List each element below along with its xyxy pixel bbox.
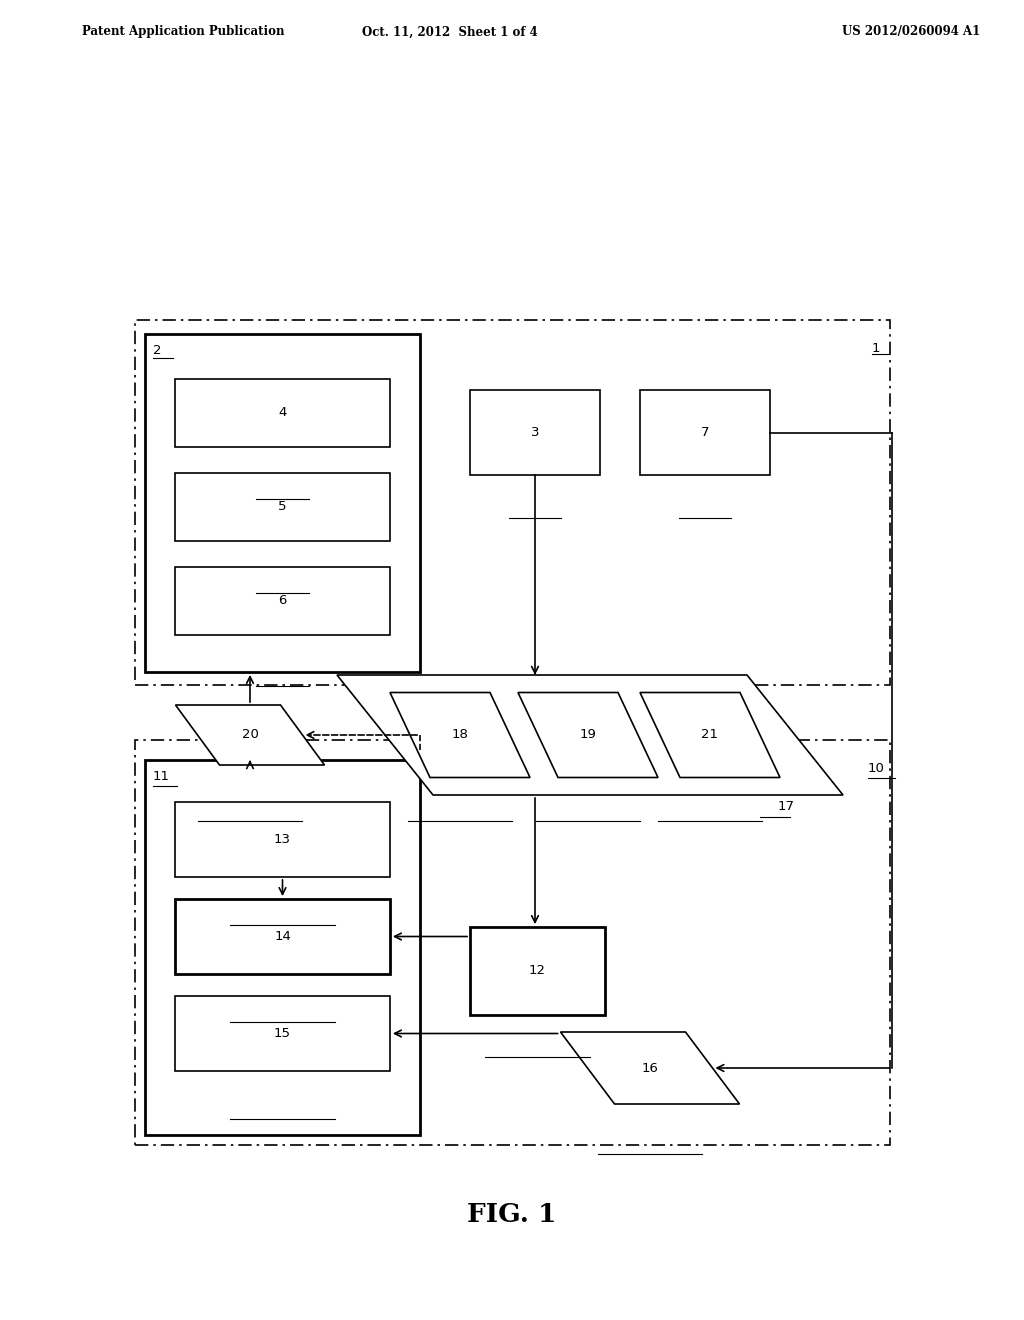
Bar: [175, 899, 390, 974]
Text: 18: 18: [452, 729, 468, 742]
Polygon shape: [337, 675, 843, 795]
Text: 2: 2: [153, 345, 162, 356]
Polygon shape: [390, 693, 530, 777]
Text: 12: 12: [529, 965, 546, 978]
Text: 16: 16: [642, 1061, 658, 1074]
Bar: [175, 997, 390, 1071]
Polygon shape: [640, 693, 780, 777]
Bar: [470, 927, 605, 1015]
Polygon shape: [175, 705, 325, 766]
Bar: [175, 379, 390, 447]
Text: Patent Application Publication: Patent Application Publication: [82, 25, 285, 38]
Text: 3: 3: [530, 426, 540, 440]
Text: 4: 4: [279, 407, 287, 420]
Bar: [135, 319, 890, 685]
Bar: [640, 389, 770, 475]
Bar: [175, 473, 390, 541]
Text: 13: 13: [274, 833, 291, 846]
Text: FIG. 1: FIG. 1: [467, 1203, 557, 1228]
Text: 14: 14: [274, 931, 291, 942]
Text: 11: 11: [153, 770, 170, 783]
Bar: [145, 760, 420, 1135]
Text: 15: 15: [274, 1027, 291, 1040]
Bar: [135, 741, 890, 1144]
Bar: [470, 389, 600, 475]
Bar: [145, 334, 420, 672]
Text: 10: 10: [868, 762, 885, 775]
Text: 1: 1: [872, 342, 881, 355]
Text: US 2012/0260094 A1: US 2012/0260094 A1: [842, 25, 980, 38]
Bar: [175, 568, 390, 635]
Text: 19: 19: [580, 729, 596, 742]
Text: 6: 6: [279, 594, 287, 607]
Polygon shape: [560, 1032, 739, 1104]
Text: Oct. 11, 2012  Sheet 1 of 4: Oct. 11, 2012 Sheet 1 of 4: [362, 25, 538, 38]
Text: 21: 21: [701, 729, 719, 742]
Text: 7: 7: [700, 426, 710, 440]
Text: 5: 5: [279, 500, 287, 513]
Text: 20: 20: [242, 729, 258, 742]
Bar: [175, 803, 390, 876]
Text: 17: 17: [778, 800, 795, 813]
Polygon shape: [518, 693, 658, 777]
